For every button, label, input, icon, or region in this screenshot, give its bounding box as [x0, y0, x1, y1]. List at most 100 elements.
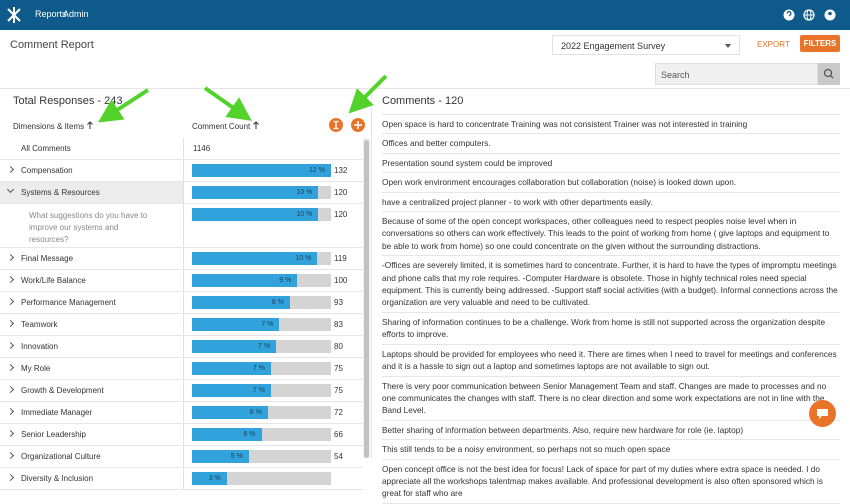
dimension-name: Work/Life Balance — [0, 270, 184, 291]
dimension-name: Compensation — [0, 160, 184, 181]
bar-fill: 7 % — [192, 318, 280, 331]
dimension-row[interactable]: Senior Leadership 6 % 66 — [0, 424, 363, 446]
percent-label: 7 % — [261, 321, 274, 328]
dimension-row[interactable]: Systems & Resources 10 % 120 — [0, 182, 363, 204]
chevron[interactable] — [6, 297, 15, 306]
chevron[interactable] — [6, 319, 15, 328]
action-icons — [329, 118, 365, 132]
column-label: Dimensions & Items — [13, 122, 85, 131]
percent-label: 7 % — [252, 387, 265, 394]
dimension-name: All Comments — [0, 138, 184, 159]
comment: -Offices are severely limited, it is som… — [382, 256, 840, 313]
scroll-thumb[interactable] — [364, 140, 369, 458]
dimension-name: Innovation — [0, 336, 184, 357]
filters-button[interactable]: FILTERS — [800, 35, 840, 52]
chevron[interactable] — [6, 253, 15, 262]
export-button[interactable]: EXPORT — [757, 40, 790, 49]
dimension-row[interactable]: Compensation 12 % 132 — [0, 160, 363, 182]
percent-label: 8 % — [271, 299, 284, 306]
bar-track: 8 % — [192, 296, 331, 309]
search-input[interactable]: Search — [655, 63, 818, 85]
search-button[interactable] — [818, 63, 840, 85]
survey-label: 2022 Engagement Survey — [561, 41, 666, 51]
count-label: 119 — [334, 254, 347, 263]
bar-fill: 5 % — [192, 450, 249, 463]
comment: There is very poor communication between… — [382, 377, 840, 421]
top-nav: Reports Admin — [0, 0, 850, 30]
percent-label: 9 % — [279, 277, 292, 284]
survey-dropdown[interactable]: 2022 Engagement Survey — [552, 35, 740, 55]
column-label: Comment Count — [192, 122, 251, 131]
dimension-name: Organizational Culture — [0, 446, 184, 467]
percent-label: 12 % — [309, 167, 325, 174]
chevron[interactable] — [6, 385, 15, 394]
chevron[interactable] — [6, 473, 15, 482]
dimension-row[interactable]: Diversity & Inclusion 3 % — [0, 468, 363, 490]
count-label: 100 — [334, 276, 348, 285]
chevron[interactable] — [6, 429, 15, 438]
bar-fill: 3 % — [192, 472, 227, 485]
dimension-row[interactable]: Innovation 7 % 80 — [0, 336, 363, 358]
chevron[interactable] — [6, 185, 15, 194]
bar-fill: 10 % — [192, 252, 318, 265]
dimensions-header[interactable]: Dimensions & Items — [13, 121, 94, 131]
bar-track: 7 % — [192, 340, 331, 353]
chevron[interactable] — [6, 363, 15, 372]
dimension-row[interactable]: What suggestions do you have to improve … — [0, 204, 363, 248]
chevron[interactable] — [6, 407, 15, 416]
percent-label: 6 % — [243, 431, 256, 438]
bar-fill: 10 % — [192, 186, 319, 199]
dimension-row[interactable]: Teamwork 7 % 83 — [0, 314, 363, 336]
nav-admin[interactable]: Admin — [63, 9, 89, 19]
dimension-row[interactable]: Work/Life Balance 9 % 100 — [0, 270, 363, 292]
chevron[interactable] — [6, 341, 15, 350]
bar-fill: 10 % — [192, 208, 319, 221]
dimension-name: What suggestions do you have to improve … — [0, 204, 184, 247]
count-label: 75 — [334, 364, 343, 373]
count-header[interactable]: Comment Count — [192, 121, 260, 131]
bar-track: 3 % — [192, 472, 331, 485]
comment: Offices and better computers. — [382, 134, 840, 154]
dimension-name: My Role — [0, 358, 184, 379]
bar-fill: 6 % — [192, 406, 268, 419]
nav-reports[interactable]: Reports — [35, 9, 67, 19]
dimension-row[interactable]: Performance Management 8 % 93 — [0, 292, 363, 314]
count-label: 1146 — [193, 144, 211, 153]
dimension-name: Senior Leadership — [0, 424, 184, 445]
dimension-list: All Comments 1146 Compensation 12 % 132 Syste… — [0, 138, 363, 490]
bar-track: 7 % — [192, 384, 331, 397]
dimension-row[interactable]: Organizational Culture 5 % 54 — [0, 446, 363, 468]
comment: Better sharing of information between de… — [382, 421, 840, 441]
dimension-name: Systems & Resources — [0, 182, 184, 203]
comments-title: Comments - 120 — [382, 95, 464, 107]
logo[interactable] — [6, 7, 22, 23]
dimension-row[interactable]: Growth & Development 7 % 75 — [0, 380, 363, 402]
count-label: 120 — [334, 188, 348, 197]
percent-label: 10 % — [296, 211, 313, 218]
percent-label: 10 % — [295, 255, 312, 262]
bar-fill: 6 % — [192, 428, 262, 441]
help-icon[interactable] — [783, 9, 795, 21]
chevron[interactable] — [6, 165, 15, 174]
count-label: 54 — [334, 452, 343, 461]
responses-title: Total Responses - 243 — [13, 95, 123, 107]
bar-track: 12 % — [192, 164, 331, 177]
dimension-row[interactable]: All Comments 1146 — [0, 138, 363, 160]
count-label: 93 — [334, 298, 343, 307]
chat-button[interactable] — [809, 400, 836, 427]
dimension-row[interactable]: Final Message 10 % 119 — [0, 248, 363, 270]
count-label: 66 — [334, 430, 343, 439]
bar-track: 6 % — [192, 428, 331, 441]
bar-track: 5 % — [192, 450, 331, 463]
dimension-row[interactable]: My Role 7 % 75 — [0, 358, 363, 380]
dimension-row[interactable]: Immediate Manager 6 % 72 — [0, 402, 363, 424]
bar-track: 7 % — [192, 362, 331, 375]
percent-label: 10 % — [296, 189, 313, 196]
percent-label: 6 % — [249, 409, 262, 416]
page-title: Comment Report — [10, 39, 94, 51]
chevron[interactable] — [6, 275, 15, 284]
dimension-name: Growth & Development — [0, 380, 184, 401]
dropdown-caret — [725, 44, 731, 48]
bar-fill: 7 % — [192, 362, 271, 375]
